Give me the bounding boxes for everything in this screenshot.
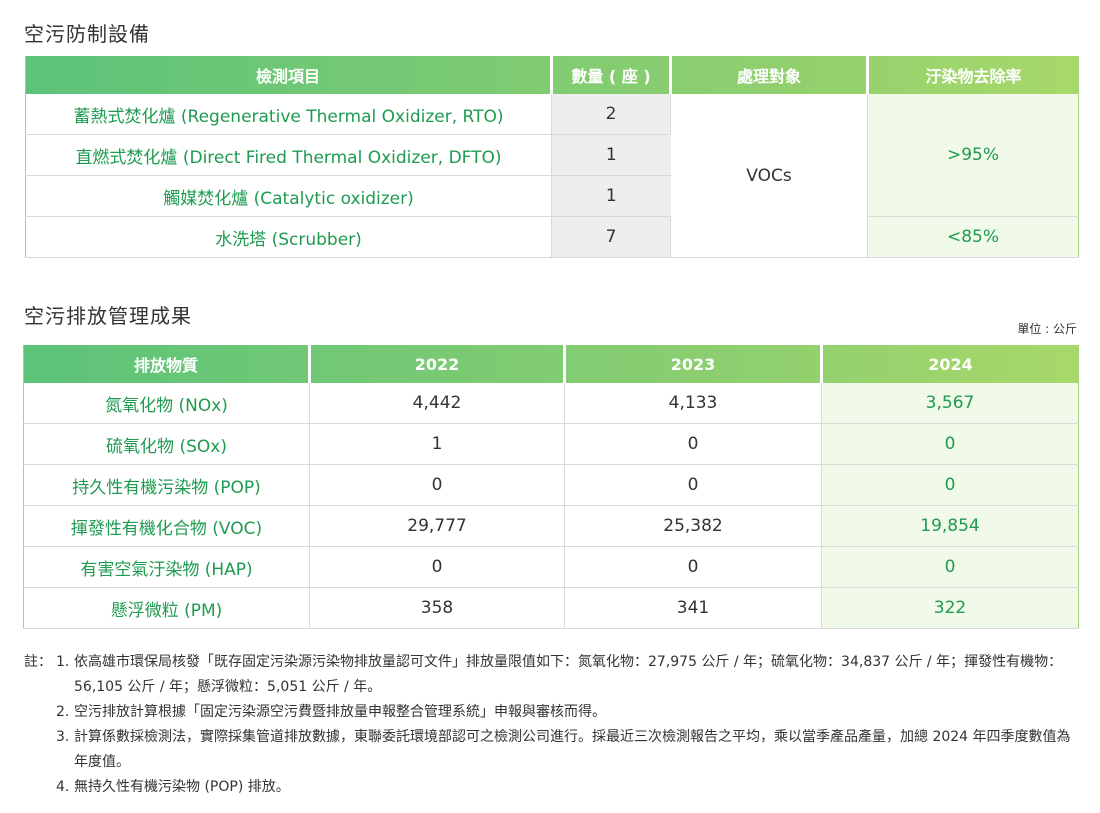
value-2023: 0	[564, 546, 822, 588]
note-text: 空污排放計算根據「固定污染源空污費暨排放量申報整合管理系統」申報與審核而得。	[74, 704, 606, 720]
value-2022: 358	[309, 587, 565, 629]
substance-name: 有害空氣汙染物 (HAP)	[23, 546, 310, 588]
header-count: 數量 ( 座 )	[551, 56, 672, 94]
equipment-table: 檢測項目 數量 ( 座 ) 處理對象 汙染物去除率 蓄熱式焚化爐 (Regene…	[25, 56, 1079, 258]
equipment-count: 7	[551, 216, 671, 258]
table-row: 水洗塔 (Scrubber) 7 <85%	[25, 216, 1079, 258]
value-2023: 0	[564, 464, 822, 506]
unit-label: 單位 : 公斤	[1017, 322, 1077, 336]
table-header-row: 排放物質 2022 2023 2024	[23, 345, 1079, 383]
value-2022: 29,777	[309, 505, 565, 547]
value-2024: 3,567	[821, 383, 1079, 424]
table-row: 持久性有機污染物 (POP) 0 0 0	[23, 464, 1079, 506]
note-number: 2.	[56, 704, 70, 720]
table-row: 懸浮微粒 (PM) 358 341 322	[23, 587, 1079, 629]
value-2024: 0	[821, 423, 1079, 465]
value-2022: 0	[309, 546, 565, 588]
note-item: 2. 空污排放計算根據「固定污染源空污費暨排放量申報整合管理系統」申報與審核而得…	[24, 700, 1084, 725]
substance-name: 氮氧化物 (NOx)	[23, 383, 310, 424]
notes-prefix: 註：	[24, 654, 52, 670]
removal-rate-low: <85%	[867, 216, 1079, 258]
value-2024: 19,854	[821, 505, 1079, 547]
equipment-count: 1	[551, 175, 671, 217]
note-number: 3.	[56, 729, 70, 745]
note-item: 4. 無持久性有機污染物 (POP) 排放。	[24, 775, 1084, 800]
treatment-target: VOCs	[670, 94, 868, 258]
value-2024: 0	[821, 546, 1079, 588]
table-row: 硫氧化物 (SOx) 1 0 0	[23, 423, 1079, 465]
notes: 註： 1. 依高雄市環保局核發「既存固定污染源污染物排放量認可文件」排放量限值如…	[24, 650, 1084, 800]
substance-name: 揮發性有機化合物 (VOC)	[23, 505, 310, 547]
value-2022: 1	[309, 423, 565, 465]
note-text: 依高雄市環保局核發「既存固定污染源污染物排放量認可文件」排放量限值如下：氮氧化物…	[74, 654, 1063, 695]
value-2023: 25,382	[564, 505, 822, 547]
value-2024: 0	[821, 464, 1079, 506]
note-text: 無持久性有機污染物 (POP) 排放。	[74, 779, 290, 795]
value-2023: 341	[564, 587, 822, 629]
emissions-table: 排放物質 2022 2023 2024 氮氧化物 (NOx) 4,442 4,1…	[23, 345, 1079, 629]
note-item: 3. 計算係數採檢測法，實際採集管道排放數據，東聯委託環境部認可之檢測公司進行。…	[24, 725, 1084, 775]
header-target: 處理對象	[670, 56, 869, 94]
value-2023: 0	[564, 423, 822, 465]
note-number: 4.	[56, 779, 70, 795]
table-row: 蓄熱式焚化爐 (Regenerative Thermal Oxidizer, R…	[25, 94, 1079, 258]
table-row: 氮氧化物 (NOx) 4,442 4,133 3,567	[23, 383, 1079, 424]
note-text: 計算係數採檢測法，實際採集管道排放數據，東聯委託環境部認可之檢測公司進行。採最近…	[74, 729, 1071, 770]
section-title-emissions: 空污排放管理成果	[24, 304, 192, 328]
header-2022: 2022	[309, 345, 566, 383]
value-2022: 0	[309, 464, 565, 506]
equipment-count: 1	[551, 134, 671, 176]
value-2022: 4,442	[309, 383, 565, 424]
equipment-name: 觸媒焚化爐 (Catalytic oxidizer)	[25, 175, 552, 217]
removal-rate-high: >95%	[867, 94, 1079, 217]
substance-name: 持久性有機污染物 (POP)	[23, 464, 310, 506]
header-substance: 排放物質	[23, 345, 311, 383]
equipment-name: 直燃式焚化爐 (Direct Fired Thermal Oxidizer, D…	[25, 134, 552, 176]
equipment-name: 水洗塔 (Scrubber)	[25, 216, 552, 258]
substance-name: 懸浮微粒 (PM)	[23, 587, 310, 629]
table-header-row: 檢測項目 數量 ( 座 ) 處理對象 汙染物去除率	[25, 56, 1079, 94]
value-2024: 322	[821, 587, 1079, 629]
header-item: 檢測項目	[25, 56, 553, 94]
equipment-count: 2	[551, 94, 671, 135]
note-item: 註： 1. 依高雄市環保局核發「既存固定污染源污染物排放量認可文件」排放量限值如…	[24, 650, 1084, 700]
substance-name: 硫氧化物 (SOx)	[23, 423, 310, 465]
value-2023: 4,133	[564, 383, 822, 424]
table-row: 揮發性有機化合物 (VOC) 29,777 25,382 19,854	[23, 505, 1079, 547]
table-row: 直燃式焚化爐 (Direct Fired Thermal Oxidizer, D…	[25, 134, 1079, 176]
note-number: 1.	[56, 654, 70, 670]
header-removal-rate: 汙染物去除率	[925, 67, 1022, 86]
section-title-equipment: 空污防制設備	[24, 22, 150, 46]
equipment-name: 蓄熱式焚化爐 (Regenerative Thermal Oxidizer, R…	[25, 94, 552, 135]
header-2023: 2023	[564, 345, 823, 383]
table-row: 觸媒焚化爐 (Catalytic oxidizer) 1	[25, 175, 1079, 217]
header-2024: 2024	[928, 354, 973, 374]
table-row: 有害空氣汙染物 (HAP) 0 0 0	[23, 546, 1079, 588]
